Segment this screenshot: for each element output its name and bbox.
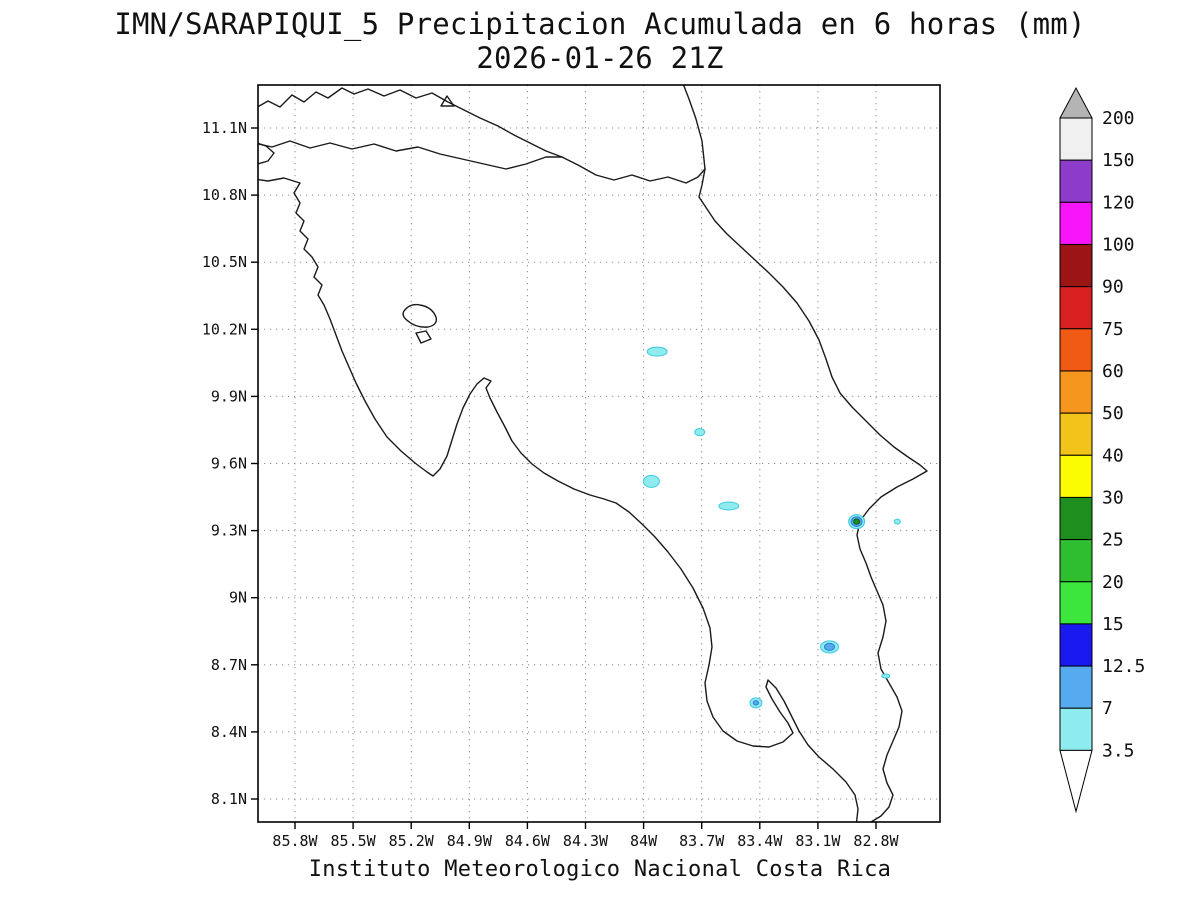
lake-arenal-small-outline [415, 330, 432, 344]
caribbean-coast-north [682, 85, 706, 170]
colorbar-segment [1059, 286, 1093, 330]
axis-tick-labels: 85.8W 85.5W 85.2W 84.9W 84.6W 84.3W 84W 83.7W 83… [202, 119, 900, 850]
colorbar-label: 75 [1102, 319, 1124, 340]
gridlines-layer [258, 85, 940, 822]
costa-rica-pacific-coast-main [258, 177, 859, 822]
footer-caption: Instituto Meteorologico Nacional Costa R… [308, 857, 892, 882]
precip-cell-ring [824, 642, 836, 651]
lon-tick-label: 84.9W [447, 832, 493, 850]
figure-title: IMN/SARAPIQUI_5 Precipitacion Acumulada … [114, 7, 1086, 41]
lake-island-outline [440, 95, 455, 107]
colorbar-segment [1059, 159, 1093, 203]
colorbar-label: 60 [1102, 361, 1124, 382]
colorbar-label: 50 [1102, 403, 1124, 424]
colorbar-over-arrow [1059, 86, 1093, 119]
colorbar-segment [1059, 412, 1093, 456]
colorbar-label: 100 [1102, 234, 1135, 255]
lat-tick-label: 10.5N [202, 253, 247, 271]
colorbar-segment [1059, 623, 1093, 667]
precip-cell-ring [642, 474, 660, 488]
precip-cell-ring [752, 700, 760, 706]
lat-tick-label: 9.9N [211, 387, 247, 405]
nicaragua-border-line [258, 140, 563, 170]
colorbar-under-arrow [1059, 749, 1093, 814]
lat-tick-label: 8.7N [211, 656, 247, 674]
precip-cell-ring [694, 428, 706, 437]
colorbar-label: 25 [1102, 530, 1124, 551]
precip-cell-ring [646, 346, 668, 357]
lat-tick-label: 9.6N [211, 455, 247, 473]
axis-tick-marks [251, 127, 877, 829]
lat-tick-label: 9N [229, 589, 247, 607]
precip-cell-ring [893, 518, 901, 525]
precip-cell-ring [881, 673, 891, 679]
lon-tick-label: 85.5W [331, 832, 377, 850]
colorbar-label: 12.5 [1102, 656, 1145, 677]
lon-tick-label: 84.3W [563, 832, 609, 850]
colorbar-label: 150 [1102, 150, 1135, 171]
lat-tick-label: 10.2N [202, 320, 247, 338]
colorbar-segment [1059, 665, 1093, 709]
map-frame [257, 84, 941, 823]
precipitation-cells-layer [642, 346, 901, 709]
colorbar-label: 3.5 [1102, 740, 1135, 761]
figure-subtitle-datetime: 2026-01-26 21Z [476, 41, 724, 75]
lake-arenal-outline [402, 303, 438, 328]
colorbar-segment [1059, 328, 1093, 372]
colorbar-segment [1059, 370, 1093, 414]
lake-nicaragua-shore-and-rio-san-juan [258, 87, 706, 184]
colorbar-label: 7 [1102, 698, 1113, 719]
colorbar-label: 90 [1102, 277, 1124, 298]
lon-tick-label: 85.2W [389, 832, 435, 850]
lon-tick-label: 84.6W [505, 832, 551, 850]
colorbar-segment [1059, 243, 1093, 288]
colorbar-label: 15 [1102, 614, 1124, 635]
colorbar: 200 150 120 100 90 75 60 50 40 30 25 20 15 12.5 7 3.5 [1059, 86, 1145, 814]
precip-cell-ring [853, 518, 861, 525]
colorbar-segment [1059, 496, 1093, 541]
colorbar-segment [1059, 454, 1093, 498]
lon-tick-label: 83.4W [737, 832, 783, 850]
precip-cell-ring [718, 501, 740, 511]
colorbar-segment [1059, 201, 1093, 245]
colorbar-label: 20 [1102, 572, 1124, 593]
lon-tick-label: 83.7W [679, 832, 725, 850]
costa-rica-caribbean-coast-and-panama-border [698, 168, 928, 822]
lat-tick-label: 9.3N [211, 522, 247, 540]
colorbar-segment [1059, 539, 1093, 583]
lon-tick-label: 84W [630, 832, 658, 850]
lat-tick-label: 8.4N [211, 723, 247, 741]
lat-tick-label: 8.1N [211, 790, 247, 808]
colorbar-segment [1059, 707, 1093, 751]
lon-tick-label: 82.8W [853, 832, 899, 850]
colorbar-label: 40 [1102, 445, 1124, 466]
colorbar-label: 200 [1102, 108, 1135, 129]
colorbar-label: 30 [1102, 487, 1124, 508]
lon-tick-label: 83.1W [795, 832, 841, 850]
lat-tick-label: 10.8N [202, 186, 247, 204]
colorbar-segment [1059, 117, 1093, 161]
lat-tick-label: 11.1N [202, 119, 247, 137]
map-plot-area [258, 85, 940, 822]
costa-rica-pacific-coast [258, 142, 275, 165]
lon-tick-label: 85.8W [272, 832, 318, 850]
colorbar-segment [1059, 581, 1093, 625]
colorbar-label: 120 [1102, 192, 1135, 213]
